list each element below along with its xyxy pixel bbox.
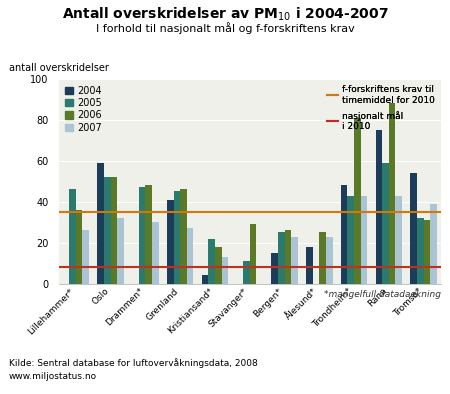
Text: Antall overskridelser av PM$_{10}$ i 2004-2007: Antall overskridelser av PM$_{10}$ i 200…: [62, 6, 388, 23]
Bar: [382, 163, 389, 284]
Bar: [180, 190, 187, 284]
Bar: [243, 261, 250, 284]
Bar: [104, 177, 111, 284]
Bar: [174, 191, 180, 284]
Bar: [389, 103, 396, 284]
Bar: [306, 247, 313, 284]
Bar: [423, 220, 430, 284]
Bar: [354, 118, 360, 284]
Text: I forhold til nasjonalt mål og f-forskriftens krav: I forhold til nasjonalt mål og f-forskri…: [95, 22, 355, 33]
Bar: [430, 204, 437, 284]
Bar: [284, 230, 291, 284]
Bar: [360, 195, 367, 284]
Bar: [320, 232, 326, 284]
Bar: [215, 247, 221, 284]
Bar: [76, 210, 82, 284]
Bar: [187, 229, 194, 284]
Bar: [82, 230, 89, 284]
Text: www.miljostatus.no: www.miljostatus.no: [9, 372, 97, 381]
Bar: [98, 163, 104, 284]
Bar: [167, 200, 174, 284]
Bar: [278, 232, 284, 284]
Bar: [341, 185, 347, 284]
Legend: f-forskriftens krav til
timemiddel for 2010, nasjonalt mål
i 2010: f-forskriftens krav til timemiddel for 2…: [325, 83, 436, 133]
Bar: [326, 236, 333, 284]
Bar: [208, 239, 215, 284]
Text: Kilde: Sentral database for luftovervåkningsdata, 2008: Kilde: Sentral database for luftovervåkn…: [9, 359, 258, 368]
Bar: [417, 218, 423, 284]
Bar: [291, 236, 298, 284]
Bar: [410, 173, 417, 284]
Bar: [139, 188, 145, 284]
Bar: [347, 195, 354, 284]
Bar: [250, 224, 256, 284]
Bar: [376, 130, 382, 284]
Bar: [145, 185, 152, 284]
Bar: [396, 195, 402, 284]
Text: *mangelfull datadaekning: *mangelfull datadaekning: [324, 290, 441, 299]
Bar: [221, 257, 228, 284]
Bar: [69, 190, 76, 284]
Text: antall overskridelser: antall overskridelser: [9, 63, 109, 73]
Bar: [271, 253, 278, 284]
Bar: [202, 275, 208, 284]
Bar: [117, 218, 124, 284]
Bar: [111, 177, 117, 284]
Bar: [152, 222, 159, 284]
